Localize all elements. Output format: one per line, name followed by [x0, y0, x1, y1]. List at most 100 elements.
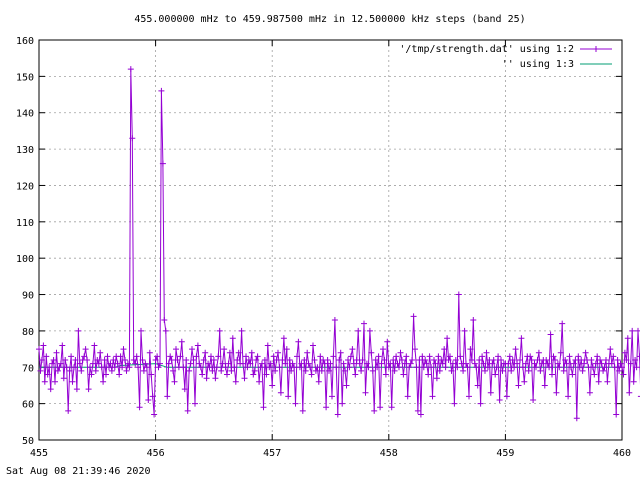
data-point [581, 360, 588, 367]
data-point [149, 393, 156, 400]
data-point [53, 349, 60, 356]
data-point [339, 400, 346, 407]
data-point [506, 353, 513, 360]
data-point [219, 360, 226, 367]
data-point [380, 346, 386, 353]
data-point [240, 360, 246, 367]
data-point [563, 360, 570, 367]
data-point [88, 371, 95, 378]
data-point [414, 407, 421, 414]
data-point [57, 360, 64, 367]
data-point [225, 360, 232, 367]
data-point [537, 367, 544, 374]
data-point [375, 353, 382, 360]
data-point [203, 375, 210, 382]
data-point [126, 364, 133, 371]
y-tick-label: 80 [22, 327, 34, 338]
data-point [439, 360, 446, 367]
data-point [84, 357, 91, 363]
data-point [559, 320, 566, 327]
data-point [595, 378, 602, 385]
data-point [541, 382, 548, 389]
data-point [476, 357, 483, 363]
data-point [355, 327, 362, 334]
axes: 50 60 70 80 90 100 110 120 130 140 150 160 455 456 457… [16, 36, 631, 459]
data-point [289, 360, 296, 367]
data-point [226, 349, 233, 356]
data-point [124, 360, 131, 367]
data-point [127, 66, 134, 73]
data-point [321, 360, 328, 367]
data-point [432, 360, 439, 367]
data-point [261, 357, 268, 363]
data-point [398, 357, 405, 363]
data-point [550, 353, 557, 360]
data-point [266, 364, 273, 371]
data-point [403, 353, 410, 360]
data-point [267, 360, 274, 367]
data-point [97, 349, 104, 356]
data-point [490, 357, 497, 363]
data-point [412, 346, 418, 353]
data-point [59, 342, 66, 349]
data-point [190, 357, 197, 363]
data-point [347, 353, 354, 360]
data-point [282, 360, 289, 367]
data-point [423, 360, 430, 367]
data-point [613, 411, 620, 418]
data-point [43, 353, 50, 360]
data-point [637, 395, 640, 397]
data-point [632, 357, 639, 363]
data-point [283, 346, 290, 353]
data-point [495, 353, 502, 360]
data-point [81, 353, 88, 360]
data-point [318, 367, 325, 374]
data-point [604, 378, 611, 385]
data-point [71, 364, 77, 371]
data-point [152, 357, 159, 363]
data-point [464, 364, 471, 371]
data-point [492, 371, 499, 378]
data-point [279, 357, 286, 363]
data-point [356, 360, 363, 367]
data-point [479, 353, 486, 360]
y-tick-label: 100 [16, 254, 34, 265]
data-point [565, 393, 572, 400]
data-point [557, 349, 564, 356]
data-point [213, 364, 220, 371]
data-point [629, 327, 636, 334]
data-point [145, 397, 152, 403]
data-point [106, 364, 112, 371]
data-point [194, 342, 201, 349]
data-point [253, 357, 260, 363]
data-point [244, 364, 251, 371]
data-point [65, 407, 72, 414]
legend: '/tmp/strength.dat' using 1:2 '' using 1… [399, 44, 612, 70]
data-point [183, 357, 190, 363]
grid-lines [39, 40, 622, 440]
data-point [362, 389, 369, 396]
data-point [334, 411, 341, 418]
data-point [142, 360, 149, 367]
data-point [624, 335, 631, 342]
data-point [291, 364, 298, 371]
data-point [394, 360, 401, 367]
data-point [482, 367, 488, 374]
data-point [165, 360, 172, 367]
data-point [38, 357, 45, 363]
data-point [205, 360, 212, 367]
data-point [192, 400, 198, 407]
data-point [184, 407, 191, 414]
data-point [170, 367, 177, 374]
data-point [305, 360, 312, 367]
data-point [461, 327, 468, 334]
data-point [85, 386, 92, 393]
data-point [238, 327, 245, 334]
data-point [419, 353, 426, 360]
data-point [231, 364, 238, 371]
data-point [62, 357, 69, 363]
data-point [372, 357, 379, 363]
data-point [474, 382, 481, 389]
data-point [56, 364, 63, 371]
data-point [588, 357, 595, 363]
